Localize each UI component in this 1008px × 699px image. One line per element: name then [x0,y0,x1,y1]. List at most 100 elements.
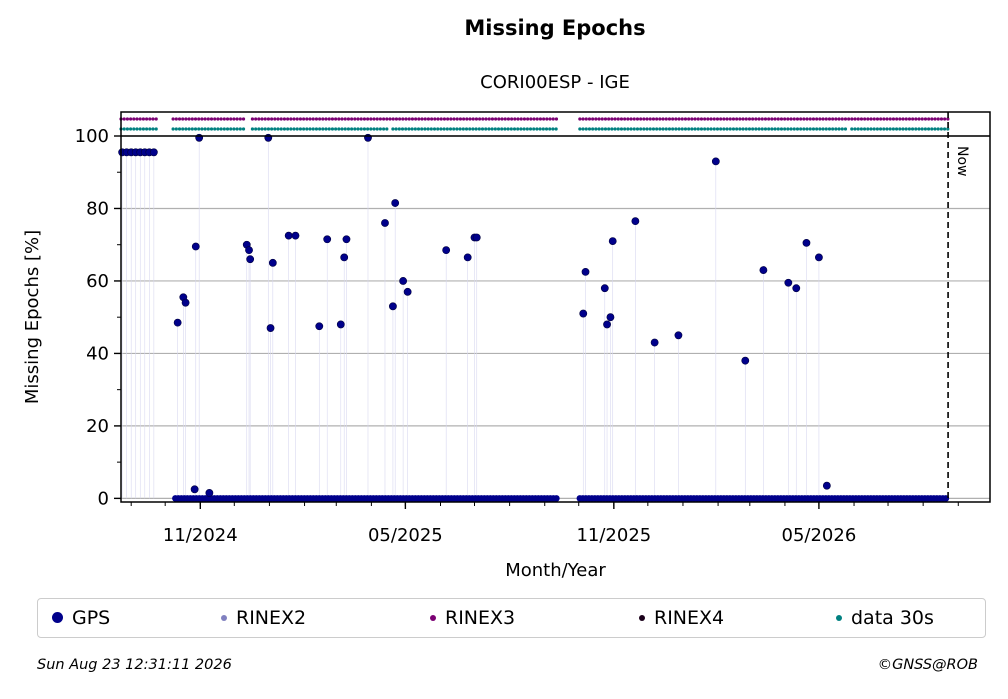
data30s-point [346,127,351,131]
data30s-point [642,127,646,131]
legend-item: RINEX4 [639,599,724,637]
data30s-point [792,127,796,131]
rinex3-point [398,117,402,121]
gps-point [173,318,182,327]
rinex3-point [222,117,226,121]
data30s-point [229,127,233,131]
data30s-point [594,127,598,131]
rinex3-point [200,117,204,121]
rinex3-point [430,117,434,121]
rinex3-point [510,117,514,121]
rinex3-point [920,117,924,121]
rinex3-point [302,117,306,121]
legend-label: GPS [72,607,111,629]
data30s-point [181,127,185,131]
now-label: Now [954,146,970,177]
rinex3-point [888,117,892,121]
rinex3-point [314,117,319,121]
data30s-point [923,127,927,131]
data30s-point [619,127,624,131]
data30s-point [815,127,819,131]
data30s-point [225,127,230,131]
rinex3-point [154,117,158,121]
rinex3-point [728,117,732,121]
gps-point [579,309,588,318]
rinex3-point [250,117,255,121]
data30s-point [914,127,918,131]
y-tick-label: 60 [86,271,109,292]
rinex3-point [597,117,601,121]
data30s-point [591,127,595,131]
data30s-point [635,127,640,131]
data30s-point [722,127,726,131]
data30s-point [866,127,870,131]
rinex3-point [532,117,536,121]
data30s-point [154,127,158,131]
gps-point [650,338,659,347]
rinex3-point [661,117,665,121]
rinex3-point [433,117,437,121]
data30s-point [728,127,732,131]
rinex3-point [276,117,280,121]
gps-point [802,239,811,247]
rinex3-point [767,117,771,121]
data30s-point [744,127,748,131]
rinex3-point [193,117,198,121]
rinex3-point [286,117,290,121]
rinex3-point [407,117,411,121]
rinex3-point [875,117,880,121]
footer-copyright: ©GNSS@ROB [877,657,978,673]
rinex3-point [917,117,921,121]
data30s-point [260,127,264,131]
data30s-point [366,127,370,131]
gps-point [190,485,199,494]
data30s-point [632,127,636,131]
gps-point [389,302,397,311]
data30s-point [690,127,694,131]
data30s-point [674,127,678,131]
data30s-point [372,127,376,131]
data30s-point [503,127,507,131]
gps-point [472,233,481,242]
rinex3-point [529,117,533,121]
rinex3-point [125,117,129,121]
data30s-point [509,127,513,131]
data30s-point [933,127,937,131]
data30s-point [802,127,806,131]
rinex3-point [148,117,152,121]
rinex3-point [664,117,668,121]
rinex3-point [471,117,475,121]
rinex3-point [378,117,383,121]
rinex3-point [824,117,828,121]
gps-point [553,495,560,502]
rinex3-point [843,117,848,121]
data30s-point [664,127,668,131]
rinex3-point [203,117,207,121]
rinex3-point [869,117,873,121]
data30s-point [362,127,367,131]
data30s-point [298,127,303,131]
data30s-point [184,127,188,131]
rinex3-point [741,117,745,121]
rinex3-point [799,117,803,121]
rinex3-point [943,117,947,121]
rinex3-point [872,117,876,121]
rinex3-point [885,117,889,121]
gps-point [822,481,831,490]
data30s-point [238,127,242,131]
gps-point [191,242,200,251]
rinex3-point [308,117,312,121]
rinex3-point [690,117,694,121]
data30s-point [658,127,662,131]
rinex3-point [927,117,931,121]
rinex3-point [542,117,546,121]
data30s-point [831,127,835,131]
data30s-point [295,127,299,131]
rinex3-point [235,117,239,121]
rinex3-point [607,117,611,121]
data30s-point [197,127,201,131]
rinex3-point [904,117,908,121]
data30s-point [651,127,656,131]
data30s-point [789,127,793,131]
rinex3-point [642,117,646,121]
